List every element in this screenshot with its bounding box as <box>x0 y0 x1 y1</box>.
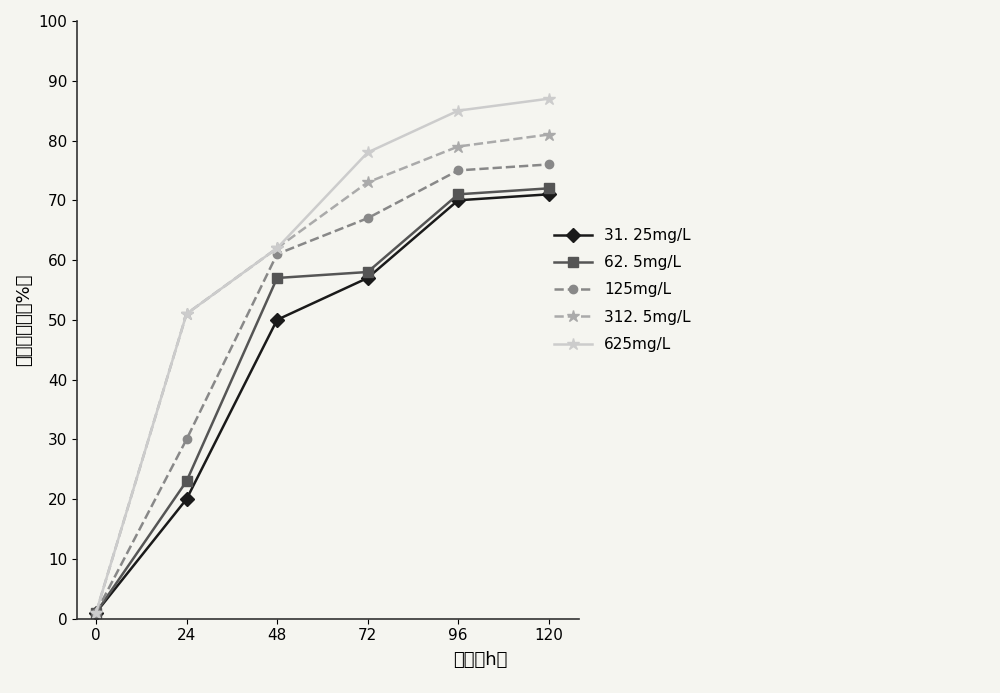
62. 5mg/L <box>181 477 193 485</box>
125mg/L <box>90 608 102 617</box>
Y-axis label: 生长抑制率（%）: 生长抑制率（%） <box>15 274 33 366</box>
31. 25mg/L <box>271 315 283 324</box>
625mg/L <box>362 148 374 157</box>
312. 5mg/L <box>452 142 464 150</box>
31. 25mg/L <box>362 274 374 282</box>
625mg/L <box>90 608 102 617</box>
125mg/L <box>543 160 555 168</box>
625mg/L <box>452 107 464 115</box>
312. 5mg/L <box>90 608 102 617</box>
312. 5mg/L <box>181 310 193 318</box>
625mg/L <box>181 310 193 318</box>
31. 25mg/L <box>90 608 102 617</box>
62. 5mg/L <box>452 190 464 198</box>
62. 5mg/L <box>90 608 102 617</box>
31. 25mg/L <box>181 495 193 503</box>
125mg/L <box>271 250 283 258</box>
Line: 62. 5mg/L: 62. 5mg/L <box>91 184 554 617</box>
Line: 312. 5mg/L: 312. 5mg/L <box>90 128 555 619</box>
62. 5mg/L <box>271 274 283 282</box>
Line: 625mg/L: 625mg/L <box>90 92 555 619</box>
62. 5mg/L <box>362 268 374 277</box>
312. 5mg/L <box>543 130 555 139</box>
31. 25mg/L <box>543 190 555 198</box>
31. 25mg/L <box>452 196 464 204</box>
125mg/L <box>181 435 193 444</box>
125mg/L <box>362 214 374 222</box>
625mg/L <box>271 244 283 252</box>
312. 5mg/L <box>271 244 283 252</box>
Text: 时间（h）: 时间（h） <box>453 651 507 669</box>
125mg/L <box>452 166 464 175</box>
Legend: 31. 25mg/L, 62. 5mg/L, 125mg/L, 312. 5mg/L, 625mg/L: 31. 25mg/L, 62. 5mg/L, 125mg/L, 312. 5mg… <box>547 222 697 358</box>
Line: 31. 25mg/L: 31. 25mg/L <box>91 189 554 617</box>
625mg/L <box>543 94 555 103</box>
62. 5mg/L <box>543 184 555 193</box>
312. 5mg/L <box>362 178 374 186</box>
Line: 125mg/L: 125mg/L <box>92 160 553 617</box>
